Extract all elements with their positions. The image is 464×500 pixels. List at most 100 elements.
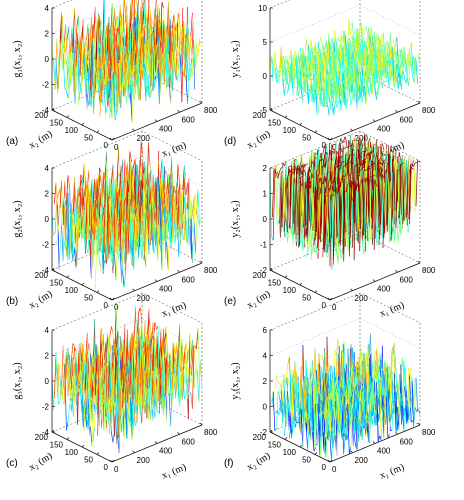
z-tick-label: 4: [45, 4, 50, 13]
z-tick-label: 4: [45, 164, 50, 173]
z-tick-label: -2: [260, 266, 268, 275]
z-tick-label: 0: [45, 215, 50, 224]
panel-letter: (e): [224, 296, 236, 307]
z-tick-label: -2: [260, 428, 268, 437]
x2-tick-label: 200: [253, 111, 267, 120]
x1-tick-label: 200: [137, 134, 151, 143]
x2-tick-label: 0: [322, 141, 327, 150]
x2-tick-label: 100: [65, 448, 79, 457]
surface-row: [329, 160, 421, 271]
x1-tick-label: 800: [204, 428, 218, 437]
x1-tick-label: 800: [204, 266, 218, 275]
x1-tick-label: 400: [159, 285, 173, 294]
x1-tick-label: 200: [355, 294, 369, 303]
surface-row: [329, 373, 421, 462]
x2-axis-label: x₂ (m): [27, 450, 54, 473]
x2-tick-label: 150: [50, 279, 64, 288]
z-tick-label: 2: [45, 190, 50, 199]
x2-tick-label: 50: [84, 134, 93, 143]
surface-plot: [51, 141, 203, 292]
surface-row: [111, 346, 203, 445]
x1-tick-label: 0: [114, 465, 119, 474]
x2-tick-label: 0: [104, 463, 109, 472]
panel-letter: (f): [224, 458, 233, 469]
z-tick-label: -4: [42, 266, 50, 275]
x2-tick-label: 50: [84, 456, 93, 465]
x1-tick-label: 200: [137, 294, 151, 303]
z-tick-label: -2: [42, 81, 50, 90]
x2-tick-label: 50: [302, 294, 311, 303]
x1-tick-label: 600: [182, 115, 196, 124]
x2-tick-label: 50: [302, 134, 311, 143]
x2-tick-label: 200: [253, 271, 267, 280]
x2-tick-label: 0: [104, 141, 109, 150]
panel-letter: (a): [6, 136, 18, 147]
x1-axis-label: x₁ (m): [378, 300, 406, 320]
x1-tick-label: 400: [377, 447, 391, 456]
x2-axis-label: x₂ (m): [245, 288, 272, 311]
z-tick-label: 5: [263, 38, 268, 47]
z-tick-label: 0: [263, 403, 268, 412]
surface-plot: [51, 0, 203, 123]
z-tick-label: 0: [45, 55, 50, 64]
x1-axis-label: x₁ (m): [378, 140, 406, 160]
x2-tick-label: 0: [322, 301, 327, 310]
z-tick-label: 2: [45, 30, 50, 39]
x2-tick-label: 0: [322, 463, 327, 472]
x2-tick-label: 200: [35, 111, 49, 120]
x2-tick-label: 150: [50, 441, 64, 450]
x1-tick-label: 400: [377, 125, 391, 134]
z-tick-label: 10: [258, 4, 267, 13]
x1-tick-label: 800: [422, 266, 436, 275]
z-axis-label: g₃(x₁, x₂): [12, 362, 23, 399]
x2-tick-label: 100: [283, 126, 297, 135]
x1-axis-label: x₁ (m): [378, 462, 406, 482]
x2-tick-label: 0: [104, 301, 109, 310]
z-tick-label: 1: [263, 190, 268, 199]
x2-tick-label: 200: [35, 271, 49, 280]
x1-tick-label: 600: [182, 437, 196, 446]
surface-row: [315, 44, 406, 115]
panel-letter: (b): [6, 296, 18, 307]
surface-plot: [269, 333, 421, 462]
x1-axis-label: x₁ (m): [160, 462, 188, 482]
x1-tick-label: 0: [332, 143, 337, 152]
x1-tick-label: 600: [182, 275, 196, 284]
x1-tick-label: 200: [355, 134, 369, 143]
x2-tick-label: 50: [302, 456, 311, 465]
z-tick-label: 0: [263, 72, 268, 81]
panel-letter: (d): [224, 136, 236, 147]
z-tick-label: -5: [260, 106, 268, 115]
surface-row: [329, 53, 421, 114]
z-tick-label: 2: [45, 352, 50, 361]
x1-tick-label: 800: [204, 106, 218, 115]
x1-tick-label: 400: [377, 285, 391, 294]
panel-b: 420-2-42001501005000200400600800g₂(x₁, x…: [6, 130, 218, 320]
x2-tick-label: 50: [84, 294, 93, 303]
z-tick-label: 2: [263, 377, 268, 386]
x2-tick-label: 200: [35, 433, 49, 442]
x1-tick-label: 0: [332, 465, 337, 474]
x1-axis-label: x₁ (m): [160, 140, 188, 160]
surface-plot: [269, 133, 421, 271]
x2-tick-label: 100: [283, 286, 297, 295]
x1-tick-label: 400: [159, 125, 173, 134]
surface-row: [111, 37, 203, 119]
x2-tick-label: 150: [268, 441, 282, 450]
x2-tick-label: 100: [65, 126, 79, 135]
panel-letter: (c): [6, 458, 18, 469]
x2-axis-label: x₂ (m): [27, 128, 54, 151]
z-axis-label: g₂(x₁, x₂): [12, 200, 23, 237]
x1-tick-label: 600: [400, 437, 414, 446]
x1-tick-label: 600: [400, 115, 414, 124]
x2-tick-label: 150: [268, 119, 282, 128]
z-axis-label: y₃(x₁, x₂): [230, 362, 241, 399]
